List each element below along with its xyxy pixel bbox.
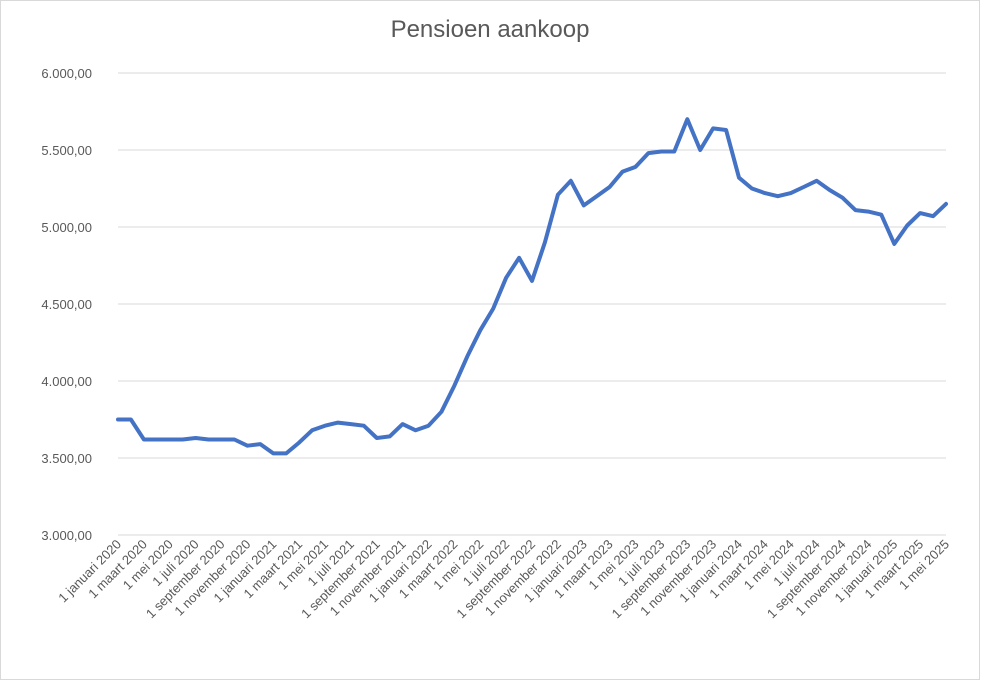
y-tick-label: 3.500,00 xyxy=(41,451,92,466)
series-layer xyxy=(116,117,948,456)
y-tick-label: 6.000,00 xyxy=(41,66,92,81)
chart-title: Pensioen aankoop xyxy=(390,16,590,43)
series-line xyxy=(116,117,948,456)
y-tick-label: 3.000,00 xyxy=(41,528,92,543)
gridlines xyxy=(118,72,946,536)
y-tick-label: 4.500,00 xyxy=(41,297,92,312)
y-tick-label: 5.000,00 xyxy=(41,220,92,235)
y-tick-label: 4.000,00 xyxy=(41,374,92,389)
y-axis-ticks: 3.000,00 3.500,00 4.000,00 4.500,00 5.000,00… xyxy=(41,66,92,543)
y-tick-label: 5.500,00 xyxy=(41,143,92,158)
